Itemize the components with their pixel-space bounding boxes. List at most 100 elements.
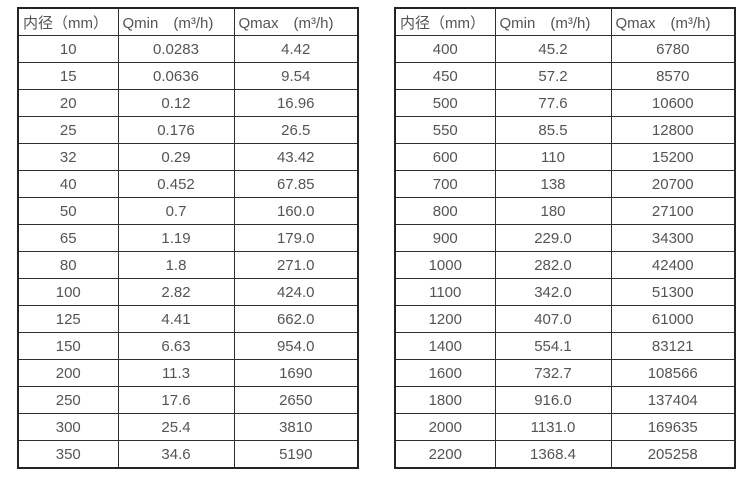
table-cell: 0.7 <box>117 197 235 225</box>
column-header-qmin: Qmin (m³/h) <box>494 7 612 36</box>
table-cell: 700 <box>394 170 496 198</box>
table-cell: 0.452 <box>117 170 235 198</box>
table-row: 1400 554.1 83121 <box>394 332 736 360</box>
table-cell: 407.0 <box>494 305 612 333</box>
table-cell: 50 <box>17 197 119 225</box>
table-cell: 83121 <box>610 332 736 360</box>
table-cell: 65 <box>17 224 119 252</box>
table-cell: 1600 <box>394 359 496 387</box>
table-cell: 67.85 <box>233 170 359 198</box>
header-row: 内径（mm） Qmin (m³/h) Qmax (m³/h) <box>17 7 359 36</box>
table-cell: 34300 <box>610 224 736 252</box>
table-cell: 205258 <box>610 440 736 469</box>
table-cell: 40 <box>17 170 119 198</box>
table-row: 900 229.0 34300 <box>394 224 736 252</box>
table-cell: 954.0 <box>233 332 359 360</box>
table-row: 350 34.6 5190 <box>17 440 359 469</box>
table-cell: 1368.4 <box>494 440 612 469</box>
table-cell: 1200 <box>394 305 496 333</box>
table-cell: 4.42 <box>233 35 359 63</box>
table-row: 200 11.3 1690 <box>17 359 359 387</box>
table-row: 150 6.63 954.0 <box>17 332 359 360</box>
table-cell: 3810 <box>233 413 359 441</box>
table-row: 1100 342.0 51300 <box>394 278 736 306</box>
column-header-qmax: Qmax (m³/h) <box>233 7 359 36</box>
table-cell: 5190 <box>233 440 359 469</box>
table-row: 10 0.0283 4.42 <box>17 35 359 63</box>
table-cell: 16.96 <box>233 89 359 117</box>
table-cell: 350 <box>17 440 119 469</box>
table-cell: 100 <box>17 278 119 306</box>
table-cell: 77.6 <box>494 89 612 117</box>
table-cell: 1.19 <box>117 224 235 252</box>
table-row: 800 180 27100 <box>394 197 736 225</box>
table-cell: 25 <box>17 116 119 144</box>
table-cell: 15200 <box>610 143 736 171</box>
table-row: 1200 407.0 61000 <box>394 305 736 333</box>
table-row: 65 1.19 179.0 <box>17 224 359 252</box>
table-cell: 8570 <box>610 62 736 90</box>
table-row: 40 0.452 67.85 <box>17 170 359 198</box>
table-cell: 662.0 <box>233 305 359 333</box>
table-body: 10 0.0283 4.42 15 0.0636 9.54 20 0.12 16.96 25 0.1… <box>17 35 359 469</box>
table-cell: 6.63 <box>117 332 235 360</box>
table-row: 700 138 20700 <box>394 170 736 198</box>
table-cell: 2000 <box>394 413 496 441</box>
table-cell: 80 <box>17 251 119 279</box>
table-cell: 2200 <box>394 440 496 469</box>
table-cell: 0.12 <box>117 89 235 117</box>
table-cell: 1000 <box>394 251 496 279</box>
table-cell: 732.7 <box>494 359 612 387</box>
table-row: 500 77.6 10600 <box>394 89 736 117</box>
table-cell: 2.82 <box>117 278 235 306</box>
table-cell: 61000 <box>610 305 736 333</box>
table-cell: 6780 <box>610 35 736 63</box>
table-cell: 108566 <box>610 359 736 387</box>
table-cell: 15 <box>17 62 119 90</box>
column-header-qmin: Qmin (m³/h) <box>117 7 235 36</box>
table-cell: 169635 <box>610 413 736 441</box>
table-row: 2000 1131.0 169635 <box>394 413 736 441</box>
table-cell: 12800 <box>610 116 736 144</box>
table-cell: 2650 <box>233 386 359 414</box>
table-header: 内径（mm） Qmin (m³/h) Qmax (m³/h) <box>394 7 736 36</box>
table-row: 100 2.82 424.0 <box>17 278 359 306</box>
table-row: 80 1.8 271.0 <box>17 251 359 279</box>
table-cell: 20700 <box>610 170 736 198</box>
table-cell: 400 <box>394 35 496 63</box>
table-cell: 25.4 <box>117 413 235 441</box>
table-cell: 34.6 <box>117 440 235 469</box>
table-cell: 250 <box>17 386 119 414</box>
table-cell: 20 <box>17 89 119 117</box>
flow-table-large-diameters: 内径（mm） Qmin (m³/h) Qmax (m³/h) 400 45.2 67… <box>394 7 736 469</box>
table-cell: 0.0283 <box>117 35 235 63</box>
table-cell: 1131.0 <box>494 413 612 441</box>
table-cell: 51300 <box>610 278 736 306</box>
table-cell: 10600 <box>610 89 736 117</box>
table-row: 600 110 15200 <box>394 143 736 171</box>
table-cell: 137404 <box>610 386 736 414</box>
table-cell: 0.176 <box>117 116 235 144</box>
table-cell: 110 <box>494 143 612 171</box>
table-row: 550 85.5 12800 <box>394 116 736 144</box>
table-row: 32 0.29 43.42 <box>17 143 359 171</box>
table-cell: 600 <box>394 143 496 171</box>
table-cell: 1100 <box>394 278 496 306</box>
table-cell: 179.0 <box>233 224 359 252</box>
table-row: 1800 916.0 137404 <box>394 386 736 414</box>
table-row: 450 57.2 8570 <box>394 62 736 90</box>
table-cell: 57.2 <box>494 62 612 90</box>
table-cell: 32 <box>17 143 119 171</box>
table-row: 2200 1368.4 205258 <box>394 440 736 469</box>
table-cell: 1.8 <box>117 251 235 279</box>
table-cell: 0.29 <box>117 143 235 171</box>
table-cell: 11.3 <box>117 359 235 387</box>
table-cell: 1400 <box>394 332 496 360</box>
flow-table-small-diameters: 内径（mm） Qmin (m³/h) Qmax (m³/h) 10 0.0283 4… <box>17 7 359 469</box>
table-cell: 160.0 <box>233 197 359 225</box>
column-header-diameter: 内径（mm） <box>17 7 119 36</box>
table-cell: 4.41 <box>117 305 235 333</box>
table-cell: 43.42 <box>233 143 359 171</box>
table-cell: 342.0 <box>494 278 612 306</box>
table-row: 15 0.0636 9.54 <box>17 62 359 90</box>
